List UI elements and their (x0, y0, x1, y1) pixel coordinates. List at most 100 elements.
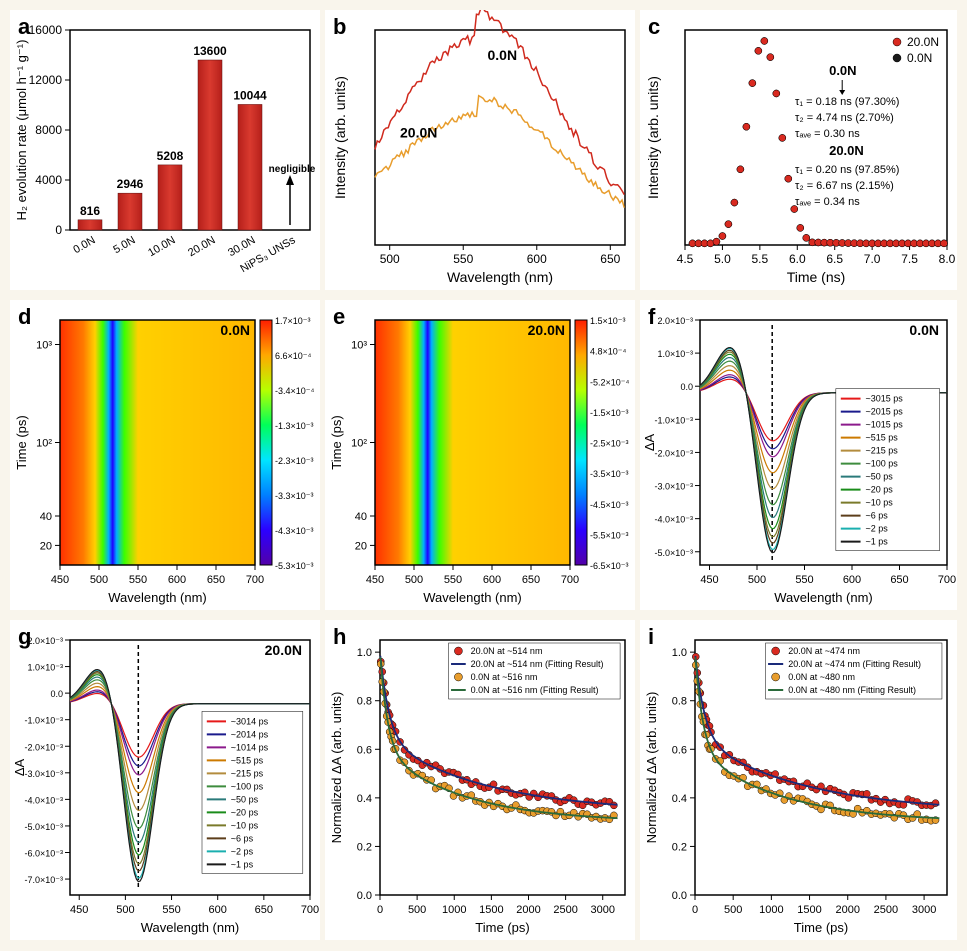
svg-text:-3.4×10⁻⁴: -3.4×10⁻⁴ (275, 386, 315, 396)
panel-d-chart: 450500550600650700204010²10³0.0N1.7×10⁻³… (10, 300, 320, 610)
svg-text:ΔA: ΔA (642, 433, 657, 451)
svg-text:-3.5×10⁻³: -3.5×10⁻³ (590, 469, 629, 479)
svg-text:20: 20 (40, 540, 52, 552)
svg-text:20.0N: 20.0N (829, 143, 864, 158)
svg-text:negligible: negligible (269, 164, 316, 175)
svg-text:0.4: 0.4 (357, 793, 372, 805)
svg-text:Wavelength (nm): Wavelength (nm) (447, 269, 553, 285)
svg-text:-1.0×10⁻³: -1.0×10⁻³ (654, 415, 693, 425)
svg-text:2946: 2946 (117, 177, 144, 191)
svg-text:0.0N: 0.0N (220, 322, 250, 338)
panel-f-chart: 4505005506006507002.0×10⁻³1.0×10⁻³0.0-1.… (640, 300, 957, 610)
panel-a: a 04000800012000160008160.0N29465.0N5208… (10, 10, 320, 290)
svg-text:700: 700 (561, 574, 579, 586)
svg-text:τₐᵥₑ = 0.30 ns: τₐᵥₑ = 0.30 ns (795, 128, 860, 140)
panel-b-chart: 5005506006500.0N20.0NWavelength (nm)Inte… (325, 10, 635, 290)
svg-text:~2 ps: ~2 ps (231, 846, 254, 856)
svg-text:16000: 16000 (29, 23, 63, 37)
svg-text:5.5: 5.5 (752, 252, 769, 266)
panel-c-label: c (648, 14, 660, 40)
panel-a-chart: 04000800012000160008160.0N29465.0N520810… (10, 10, 320, 290)
svg-text:0.0N: 0.0N (829, 63, 856, 78)
svg-text:-2.0×10⁻³: -2.0×10⁻³ (654, 448, 693, 458)
svg-text:τ₂ = 4.74 ns (2.70%): τ₂ = 4.74 ns (2.70%) (795, 112, 894, 124)
svg-text:-6.5×10⁻³: -6.5×10⁻³ (590, 561, 629, 571)
svg-text:10044: 10044 (233, 88, 267, 102)
panel-g-chart: 4505005506006507002.0×10⁻³1.0×10⁻³0.0-1.… (10, 620, 320, 940)
svg-text:Wavelength (nm): Wavelength (nm) (141, 920, 240, 935)
svg-text:10²: 10² (351, 438, 367, 450)
panel-i: i 0500100015002000250030000.00.20.40.60.… (640, 620, 957, 940)
svg-text:20: 20 (355, 540, 367, 552)
svg-text:650: 650 (890, 574, 908, 586)
svg-text:-6.0×10⁻³: -6.0×10⁻³ (24, 849, 63, 859)
svg-text:-2.3×10⁻³: -2.3×10⁻³ (275, 456, 314, 466)
svg-text:8000: 8000 (35, 123, 62, 137)
panel-c: c 4.55.05.56.06.57.07.58.020.0N0.0N0.0Nτ… (640, 10, 957, 290)
svg-text:0.6: 0.6 (357, 744, 372, 756)
svg-text:0: 0 (692, 904, 698, 916)
svg-text:10³: 10³ (351, 340, 367, 352)
svg-text:~10 ps: ~10 ps (231, 820, 259, 830)
svg-text:816: 816 (80, 204, 100, 218)
svg-text:500: 500 (748, 574, 766, 586)
svg-text:Time (ps): Time (ps) (794, 920, 848, 935)
svg-text:7.0: 7.0 (864, 252, 881, 266)
svg-text:Time (ps): Time (ps) (14, 415, 29, 469)
svg-text:650: 650 (207, 574, 225, 586)
svg-text:20.0N at ~514 nm: 20.0N at ~514 nm (471, 646, 543, 656)
svg-text:Time (ps): Time (ps) (475, 920, 529, 935)
svg-text:-3.3×10⁻³: -3.3×10⁻³ (275, 491, 314, 501)
panel-c-chart: 4.55.05.56.06.57.07.58.020.0N0.0N0.0Nτ₁ … (640, 10, 957, 290)
svg-text:~20 ps: ~20 ps (865, 485, 893, 495)
svg-text:20.0N at ~514 nm (Fitting Resu: 20.0N at ~514 nm (Fitting Result) (471, 659, 604, 669)
svg-text:~20 ps: ~20 ps (231, 807, 259, 817)
svg-text:H₂ evolution rate (μmol h⁻¹ g⁻: H₂ evolution rate (μmol h⁻¹ g⁻¹) (14, 40, 29, 221)
svg-text:20.0N at ~474 nm: 20.0N at ~474 nm (788, 646, 860, 656)
svg-text:-4.0×10⁻³: -4.0×10⁻³ (654, 515, 693, 525)
svg-text:~50 ps: ~50 ps (231, 794, 259, 804)
svg-text:500: 500 (116, 904, 134, 916)
svg-text:0.0: 0.0 (672, 890, 687, 902)
svg-text:13600: 13600 (193, 44, 227, 58)
svg-text:6.6×10⁻⁴: 6.6×10⁻⁴ (275, 351, 312, 361)
svg-text:20.0N: 20.0N (265, 642, 302, 658)
panel-b: b 5005506006500.0N20.0NWavelength (nm)In… (325, 10, 635, 290)
svg-text:0.2: 0.2 (672, 841, 687, 853)
svg-text:600: 600 (843, 574, 861, 586)
svg-text:500: 500 (724, 904, 742, 916)
svg-text:~215 ps: ~215 ps (865, 446, 898, 456)
svg-text:0.2: 0.2 (357, 841, 372, 853)
svg-text:3000: 3000 (912, 904, 936, 916)
svg-text:500: 500 (408, 904, 426, 916)
svg-text:550: 550 (162, 904, 180, 916)
svg-text:20.0N: 20.0N (528, 322, 565, 338)
svg-text:600: 600 (483, 574, 501, 586)
svg-text:1500: 1500 (479, 904, 503, 916)
svg-text:40: 40 (40, 511, 52, 523)
panel-h-label: h (333, 624, 346, 650)
svg-text:2.0×10⁻³: 2.0×10⁻³ (27, 636, 63, 646)
svg-text:-5.2×10⁻⁴: -5.2×10⁻⁴ (590, 377, 630, 387)
panel-d-label: d (18, 304, 31, 330)
panel-b-label: b (333, 14, 346, 40)
svg-text:2.0×10⁻³: 2.0×10⁻³ (657, 316, 693, 326)
svg-text:20.0N: 20.0N (186, 234, 217, 259)
svg-text:1.5×10⁻³: 1.5×10⁻³ (590, 316, 626, 326)
svg-text:500: 500 (90, 574, 108, 586)
svg-text:τ₁ = 0.18 ns (97.30%): τ₁ = 0.18 ns (97.30%) (795, 96, 899, 108)
svg-text:~3014 ps: ~3014 ps (231, 716, 269, 726)
svg-text:450: 450 (51, 574, 69, 586)
svg-text:0.0N: 0.0N (909, 322, 939, 338)
svg-text:τ₂ = 6.67 ns (2.15%): τ₂ = 6.67 ns (2.15%) (795, 180, 894, 192)
svg-text:1.7×10⁻³: 1.7×10⁻³ (275, 316, 311, 326)
svg-text:-4.0×10⁻³: -4.0×10⁻³ (24, 795, 63, 805)
svg-text:8.0: 8.0 (939, 252, 956, 266)
svg-text:700: 700 (301, 904, 319, 916)
panel-d: d 450500550600650700204010²10³0.0N1.7×10… (10, 300, 320, 610)
panel-a-label: a (18, 14, 30, 40)
svg-text:0.0N at ~516 nm: 0.0N at ~516 nm (471, 672, 538, 682)
svg-text:0: 0 (55, 223, 62, 237)
panel-f: f 4505005506006507002.0×10⁻³1.0×10⁻³0.0-… (640, 300, 957, 610)
svg-text:6.0: 6.0 (789, 252, 806, 266)
